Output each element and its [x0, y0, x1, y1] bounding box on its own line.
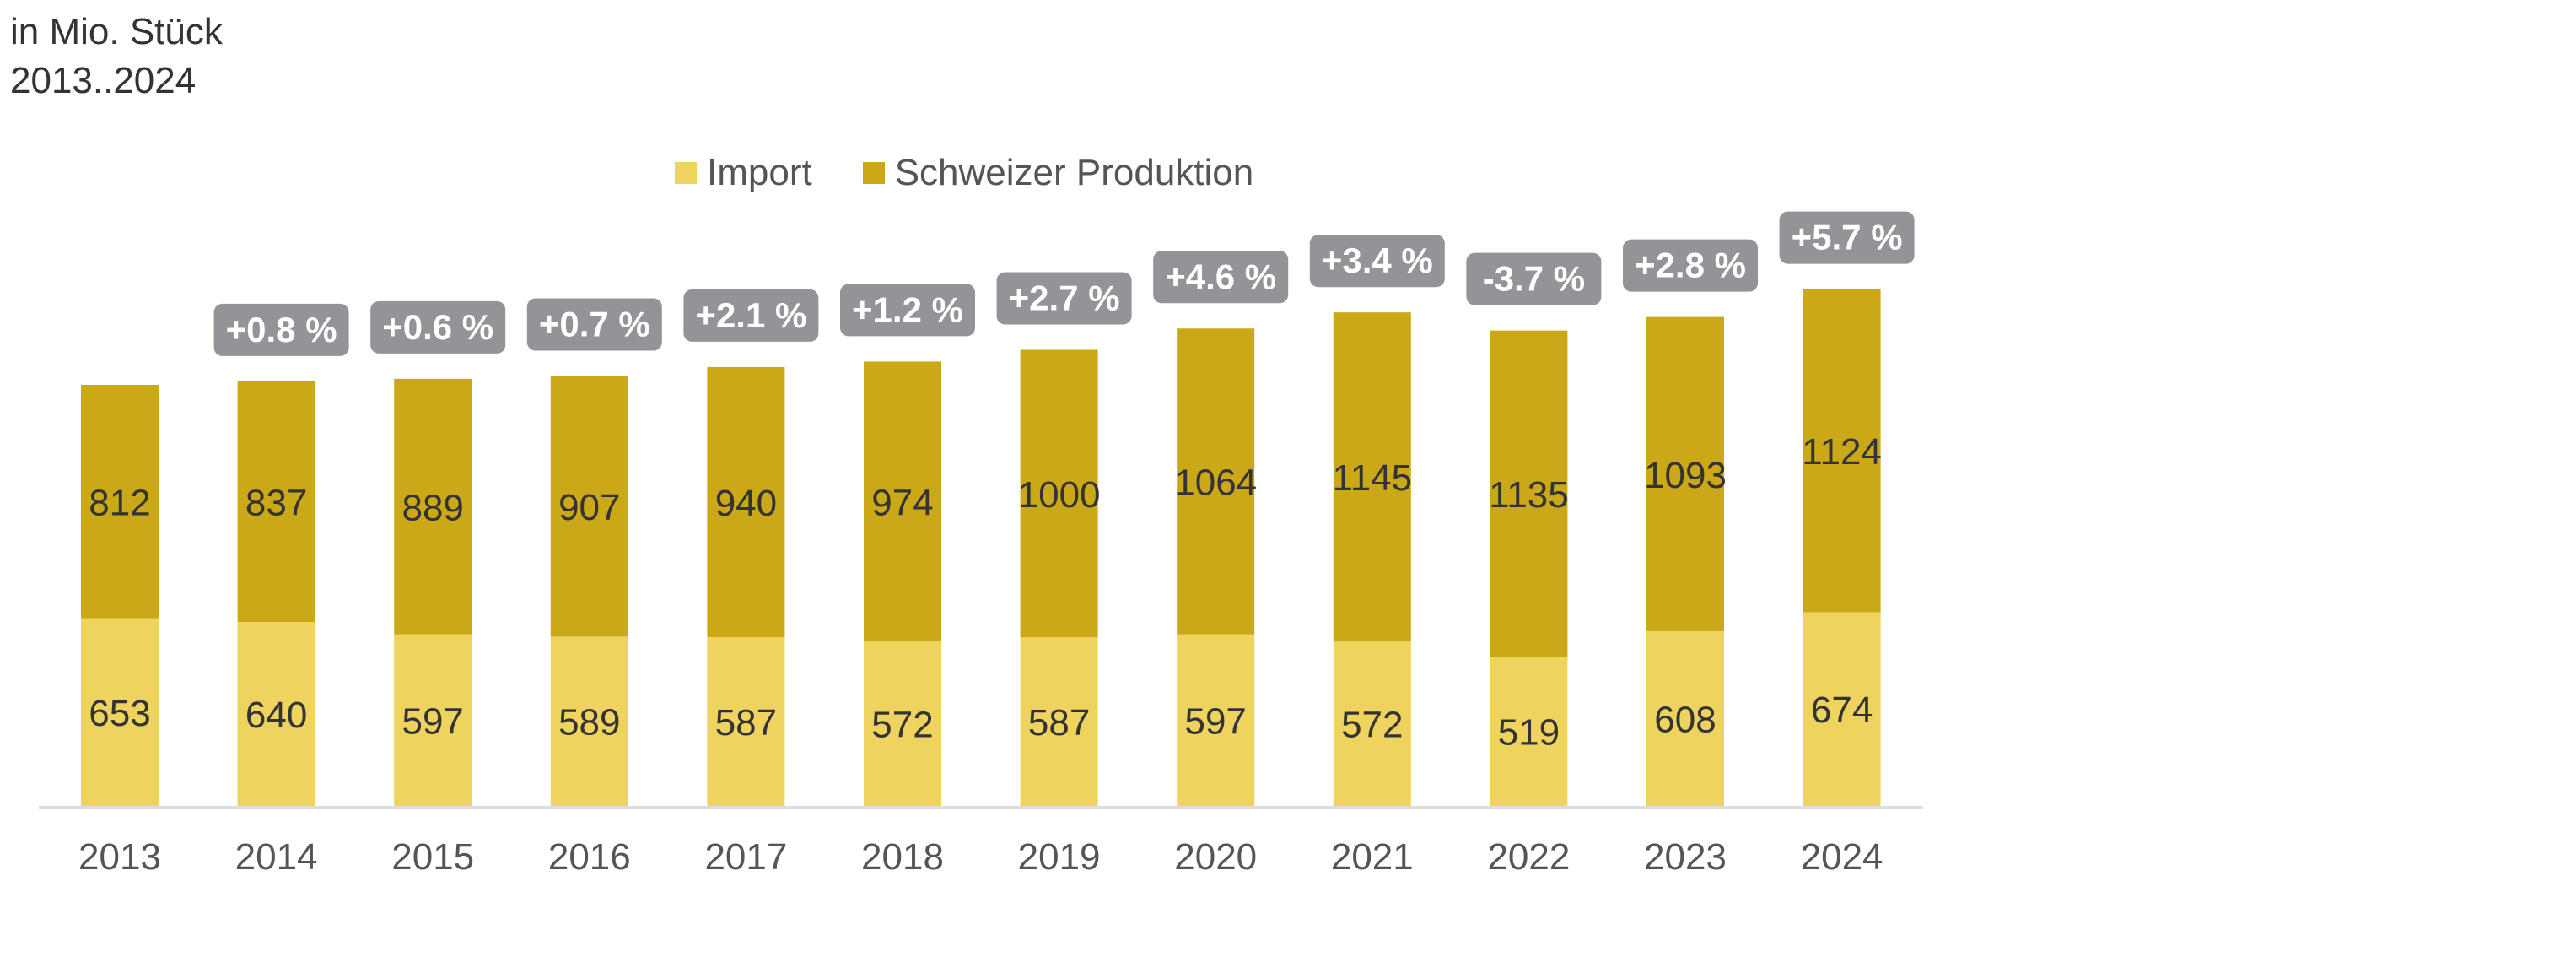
- data-label-import-2018: 572: [871, 705, 933, 746]
- data-label-schweizer-produktion-2013: 812: [89, 482, 150, 523]
- bar-import-2023[interactable]: [1646, 630, 1724, 806]
- legend-label-import: Import: [707, 152, 812, 193]
- bar-import-2016[interactable]: [550, 636, 628, 806]
- data-label-import-2022: 519: [1498, 712, 1560, 754]
- x-tick-label-2023: 2023: [1644, 836, 1727, 878]
- data-label-import-2017: 587: [715, 702, 777, 743]
- x-tick-label-2022: 2022: [1487, 836, 1570, 878]
- data-label-schweizer-produktion-2016: 907: [558, 487, 620, 528]
- data-label-schweizer-produktion-2014: 837: [245, 482, 307, 523]
- bar-schweizer-produktion-2021[interactable]: [1333, 312, 1411, 642]
- chart-legend: Import Schweizer Produktion: [675, 152, 1304, 194]
- bar-schweizer-produktion-2022[interactable]: [1490, 330, 1568, 657]
- change-badge-2022: [1466, 252, 1602, 305]
- bar-import-2022[interactable]: [1490, 657, 1568, 806]
- data-label-import-2021: 572: [1341, 705, 1403, 746]
- data-label-schweizer-produktion-2020: 1064: [1174, 462, 1257, 503]
- data-label-import-2019: 587: [1028, 702, 1090, 743]
- x-tick-label-2015: 2015: [391, 836, 474, 878]
- data-label-schweizer-produktion-2022: 1135: [1489, 474, 1569, 516]
- chart-range-label: 2013..2024: [10, 60, 197, 101]
- x-tick-label-2021: 2021: [1331, 836, 1414, 878]
- legend-label-schweizer-produktion: Schweizer Produktion: [894, 152, 1254, 193]
- bar-import-2024[interactable]: [1803, 612, 1881, 806]
- bar-schweizer-produktion-2020[interactable]: [1177, 328, 1255, 635]
- data-label-schweizer-produktion-2017: 940: [715, 483, 777, 524]
- data-label-schweizer-produktion-2023: 1093: [1644, 455, 1727, 496]
- data-label-import-2023: 608: [1654, 699, 1716, 740]
- data-label-schweizer-produktion-2021: 1145: [1332, 457, 1412, 499]
- x-tick-label-2016: 2016: [548, 836, 631, 878]
- bar-import-2014[interactable]: [237, 622, 315, 806]
- change-badge-label-2016: +0.7 %: [539, 304, 650, 343]
- bar-schweizer-produktion-2016[interactable]: [550, 376, 628, 637]
- data-label-import-2024: 674: [1811, 689, 1873, 731]
- data-label-import-2016: 589: [558, 702, 620, 743]
- change-badge-2024: [1779, 211, 1915, 264]
- legend-swatch-schweizer-produktion: [862, 162, 885, 184]
- bar-schweizer-produktion-2018[interactable]: [864, 361, 941, 642]
- x-tick-label-2013: 2013: [78, 836, 161, 878]
- change-badge-label-2020: +4.6 %: [1165, 257, 1276, 296]
- change-badge-2020: [1153, 251, 1289, 304]
- legend-swatch-import: [675, 162, 697, 184]
- change-badge-2019: [996, 272, 1132, 325]
- change-badge-label-2021: +3.4 %: [1322, 241, 1433, 280]
- data-label-import-2020: 597: [1184, 700, 1246, 742]
- change-badge-label-2014: +0.8 %: [226, 310, 337, 349]
- bar-import-2017[interactable]: [707, 637, 785, 806]
- bar-schweizer-produktion-2014[interactable]: [237, 381, 315, 623]
- bar-schweizer-produktion-2013[interactable]: [81, 385, 159, 619]
- x-tick-label-2019: 2019: [1018, 836, 1101, 878]
- x-tick-label-2020: 2020: [1174, 836, 1257, 878]
- data-label-import-2013: 653: [89, 693, 150, 734]
- change-badge-2014: [213, 303, 349, 356]
- change-badge-label-2017: +2.1 %: [695, 295, 806, 335]
- x-tick-label-2017: 2017: [704, 836, 787, 878]
- change-badge-2017: [683, 289, 819, 342]
- bar-schweizer-produktion-2024[interactable]: [1803, 289, 1881, 613]
- change-badge-2018: [840, 284, 975, 337]
- data-label-schweizer-produktion-2018: 974: [871, 482, 933, 523]
- data-label-schweizer-produktion-2019: 1000: [1018, 474, 1101, 516]
- bar-import-2015[interactable]: [394, 634, 472, 806]
- data-label-schweizer-produktion-2024: 1124: [1802, 431, 1882, 473]
- x-tick-label-2018: 2018: [861, 836, 944, 878]
- legend-item-import[interactable]: Import: [675, 152, 812, 194]
- bar-import-2020[interactable]: [1177, 634, 1255, 806]
- change-badge-label-2019: +2.7 %: [1009, 278, 1120, 317]
- chart-unit-label: in Mio. Stück: [10, 11, 223, 52]
- change-badge-2023: [1623, 239, 1758, 292]
- data-label-import-2014: 640: [245, 695, 307, 736]
- x-tick-label-2014: 2014: [235, 836, 318, 878]
- change-badge-label-2022: -3.7 %: [1483, 259, 1585, 299]
- change-badge-2021: [1309, 235, 1445, 288]
- change-badge-2016: [526, 298, 662, 351]
- data-label-import-2015: 597: [401, 700, 463, 742]
- x-tick-label-2024: 2024: [1801, 836, 1883, 878]
- bar-schweizer-produktion-2015[interactable]: [394, 378, 472, 635]
- bar-import-2019[interactable]: [1020, 637, 1098, 806]
- bar-import-2018[interactable]: [864, 641, 941, 806]
- change-badge-label-2018: +1.2 %: [852, 289, 963, 329]
- bar-import-2021[interactable]: [1333, 641, 1411, 806]
- change-badge-2015: [370, 300, 506, 354]
- bar-schweizer-produktion-2019[interactable]: [1020, 349, 1098, 638]
- change-badge-label-2024: +5.7 %: [1792, 218, 1903, 257]
- change-badge-label-2023: +2.8 %: [1635, 246, 1746, 285]
- legend-item-schweizer-produktion[interactable]: Schweizer Produktion: [862, 152, 1254, 194]
- bar-schweizer-produktion-2023[interactable]: [1646, 316, 1724, 631]
- change-badge-label-2015: +0.6 %: [382, 307, 493, 347]
- bar-import-2013[interactable]: [81, 618, 159, 806]
- bar-schweizer-produktion-2017[interactable]: [707, 366, 785, 638]
- data-label-schweizer-produktion-2015: 889: [401, 487, 463, 528]
